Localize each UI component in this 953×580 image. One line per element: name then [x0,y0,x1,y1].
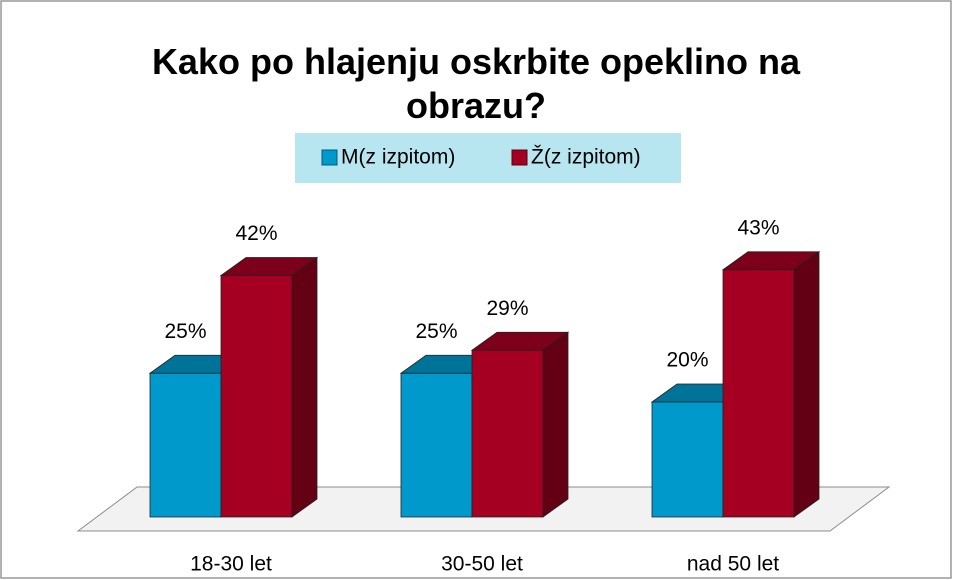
legend-swatch [321,149,338,166]
bar-face [651,401,724,518]
bar-face [220,275,293,518]
x-tick-label: nad 50 let [687,553,779,576]
legend-label: M(z izpitom) [341,146,455,169]
bar-face [149,372,222,518]
bar-face [793,250,820,518]
bar-face [722,269,795,518]
data-label: 25% [164,320,206,343]
data-label: 42% [235,222,277,245]
x-tick-label: 18-30 let [190,553,272,576]
legend-box [295,133,681,183]
legend-swatch [511,149,528,166]
bar-face [542,331,569,518]
chart-title: Kako po hlajenju oskrbite opeklino na ob… [151,41,801,126]
data-label: 43% [737,216,779,239]
bar [219,256,319,518]
bar [721,250,821,518]
bar-face [471,349,544,518]
data-label: 20% [666,349,708,372]
bar-face [400,372,473,518]
bar-face [291,256,318,518]
data-label: 25% [415,320,457,343]
x-tick-label: 30-50 let [441,553,523,576]
legend-label: Ž(z izpitom) [531,146,641,169]
bar [470,331,570,518]
data-label: 29% [486,297,528,320]
